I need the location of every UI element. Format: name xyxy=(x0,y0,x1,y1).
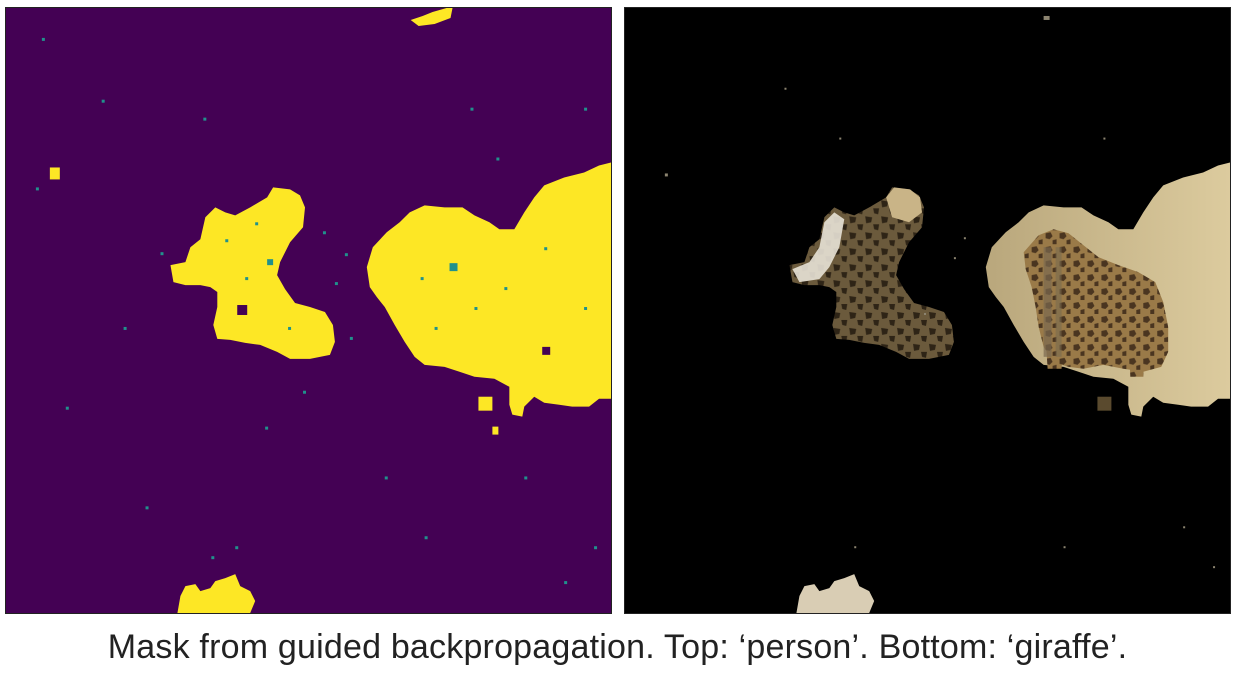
mask-region-small xyxy=(492,426,499,435)
ladder xyxy=(1043,247,1052,357)
masked-region-bottom xyxy=(796,574,875,613)
masked-speckles xyxy=(664,15,1216,569)
mask-region-bottom xyxy=(177,574,256,613)
mask-image-panel xyxy=(5,7,612,614)
mask-region-small xyxy=(478,396,493,411)
masked-highlight xyxy=(792,212,845,283)
mask-region-small xyxy=(49,167,60,180)
mask-speckles xyxy=(35,37,598,585)
masked-region-small xyxy=(1097,396,1112,411)
masked-image-panel xyxy=(624,7,1231,614)
mask-hole xyxy=(449,263,458,272)
mask-region-top xyxy=(410,8,453,26)
masked-wall-patch xyxy=(886,187,923,223)
mask-hole xyxy=(267,259,274,266)
mask-hole xyxy=(542,346,551,355)
mask-image xyxy=(6,8,611,613)
masked-image xyxy=(625,8,1230,613)
mask-region-left xyxy=(170,187,335,359)
mask-hole xyxy=(237,305,248,315)
ladder xyxy=(1055,247,1062,357)
figure-caption: Mask from guided backpropagation. Top: ‘… xyxy=(107,628,1128,666)
giraffe-leg xyxy=(1128,336,1146,377)
